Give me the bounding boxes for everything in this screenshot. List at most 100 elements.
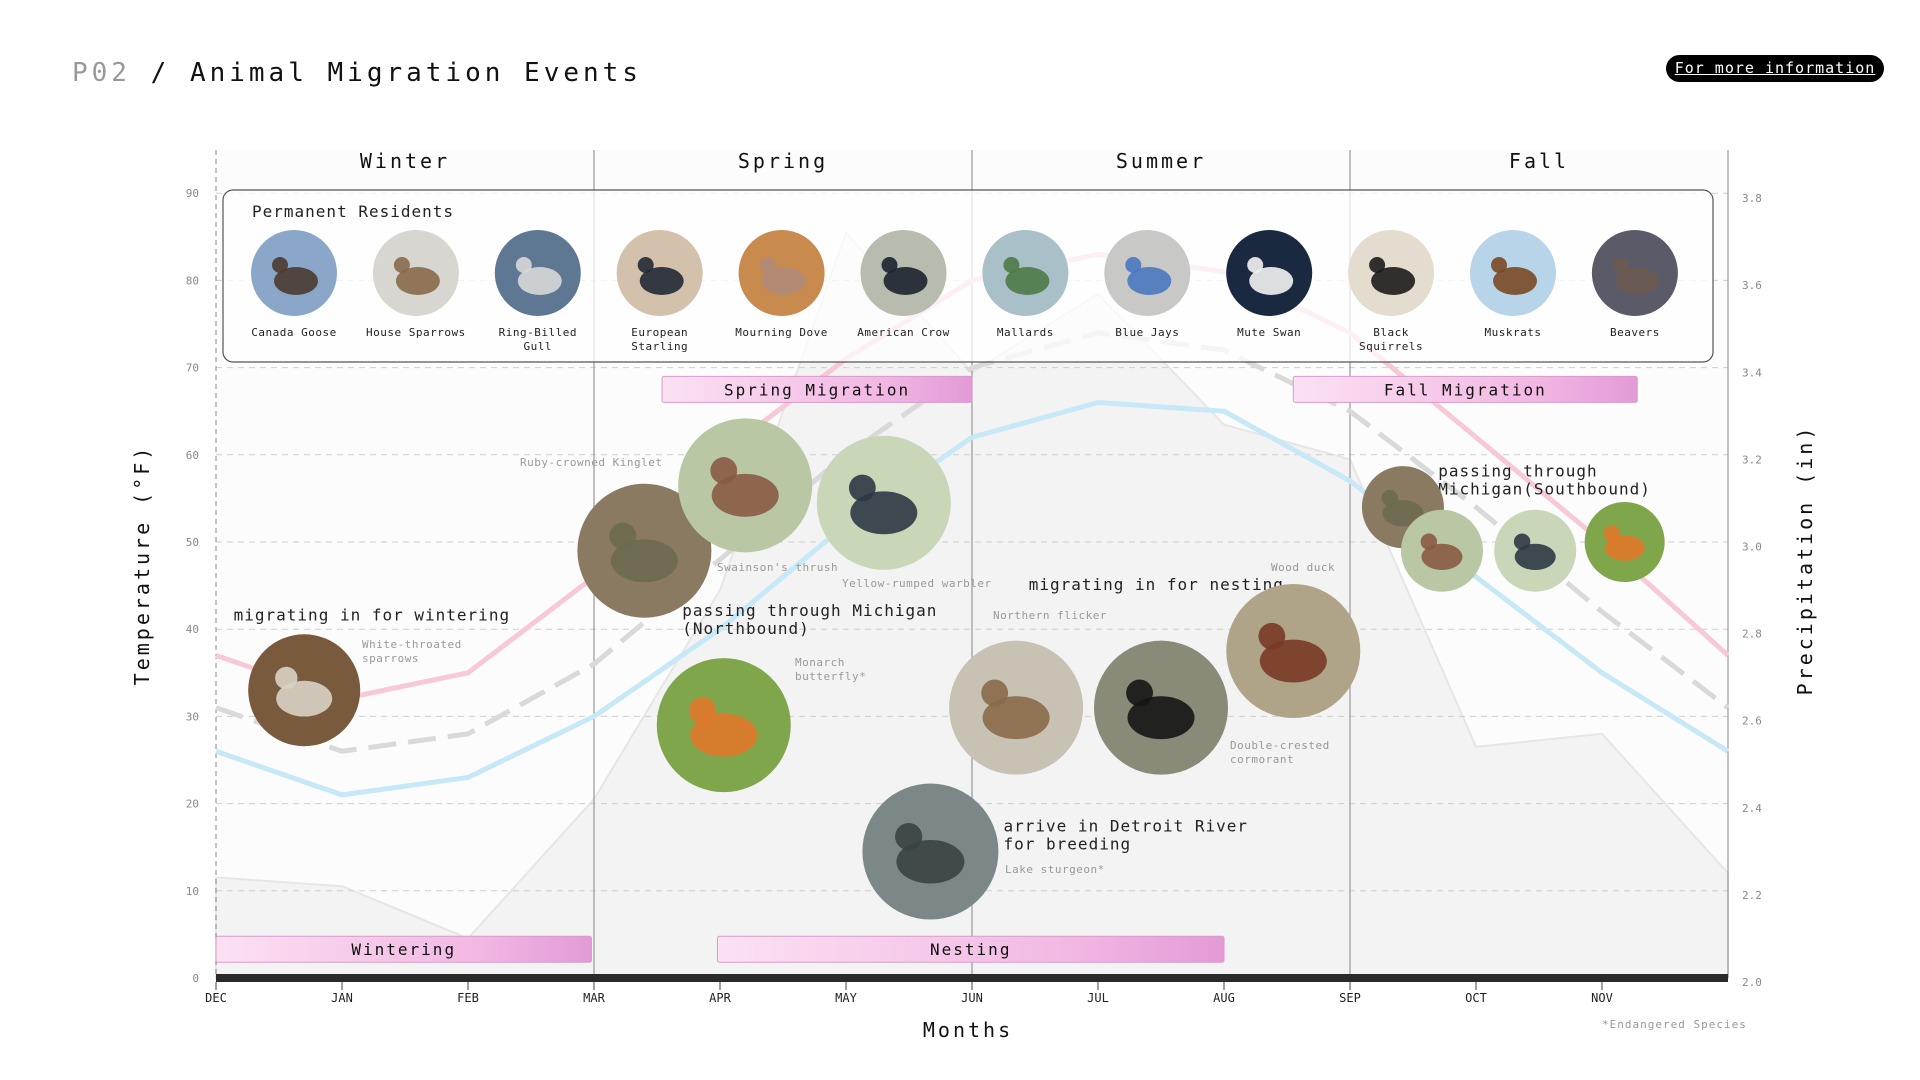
season-bar (215, 935, 592, 963)
x-tick-label: AUG (1213, 991, 1235, 1005)
endangered-footnote: *Endangered Species (1602, 1018, 1747, 1031)
species-photo-head (710, 457, 738, 484)
permanent-residents-label: Permanent Residents (252, 202, 454, 221)
y-tick-left: 30 (186, 710, 199, 723)
resident-photo-subject (517, 267, 562, 295)
caption-nesting: migrating in for nesting (1029, 575, 1284, 594)
x-tick-label: MAY (835, 991, 857, 1005)
resident-name: Black Squirrels (1359, 326, 1423, 353)
species-label: Double-crested cormorant (1230, 739, 1330, 766)
y-tick-right: 3.8 (1742, 192, 1762, 205)
species-photo-subject (982, 696, 1050, 740)
resident-photo-subject (1005, 267, 1050, 295)
species-photo-subject (1514, 543, 1556, 570)
y-tick-left: 80 (186, 274, 199, 287)
x-tick-label: SEP (1339, 991, 1361, 1005)
species-photo-head (275, 666, 298, 690)
resident-photo-subject (1493, 267, 1537, 295)
temperature-series-line (215, 399, 1730, 798)
x-tick-label: DEC (205, 991, 227, 1005)
y-tick-right: 3.6 (1742, 279, 1762, 292)
resident-photo-subject (761, 267, 806, 295)
species-label: Northern flicker (993, 609, 1107, 622)
species-photo-subject (1382, 500, 1424, 527)
x-tick-label: JUN (961, 991, 983, 1005)
resident-name: Muskrats (1485, 326, 1542, 339)
species-photo-subject (896, 840, 965, 884)
y-axis-title-right: Precipitation (in) (1793, 425, 1817, 696)
x-tick-label: FEB (457, 991, 479, 1005)
resident-photo-head (272, 257, 288, 273)
x-tick-label: OCT (1465, 991, 1487, 1005)
title-separator: / (130, 58, 190, 88)
species-photo-subject (850, 491, 918, 535)
resident-photo-head (881, 257, 898, 273)
species-photo-subject (711, 473, 779, 517)
resident-photo-subject (1127, 267, 1172, 295)
x-tick-label: MAR (583, 991, 605, 1005)
y-tick-left: 60 (186, 449, 199, 462)
species-photo-head (1603, 525, 1620, 542)
species-label: Swainson's thrush (717, 561, 838, 574)
species-photo-head (1258, 622, 1286, 650)
y-tick-left: 50 (186, 536, 199, 549)
caption-northbound: passing through Michigan (Northbound) (682, 601, 937, 638)
y-tick-left: 0 (192, 972, 199, 985)
resident-photo-subject (883, 267, 928, 295)
season-label: Summer (1116, 149, 1206, 173)
more-info-button[interactable]: For more information (1666, 55, 1884, 82)
x-tick-label: JAN (331, 991, 353, 1005)
y-tick-right: 2.6 (1742, 715, 1762, 728)
resident-photo-head (1369, 257, 1386, 273)
season-bar-label: Wintering (351, 940, 456, 959)
resident-name: House Sparrows (366, 326, 466, 339)
season-bar (661, 375, 973, 403)
resident-photo-subject (1371, 267, 1416, 295)
species-photo-head (688, 696, 716, 724)
page-title: P02 / Animal Migration Events (72, 58, 642, 88)
season-bar-label: Nesting (930, 940, 1011, 959)
species-photo-head (981, 679, 1009, 707)
resident-photo-head (1003, 257, 1020, 273)
species-photo-subject (1127, 696, 1195, 740)
season-bar-label: Fall Migration (1384, 380, 1547, 399)
species-photo-head (848, 474, 876, 502)
y-tick-right: 2.4 (1742, 802, 1762, 815)
species-photo-head (609, 522, 637, 550)
x-tick-label: APR (709, 991, 731, 1005)
title-text: Animal Migration Events (189, 58, 642, 88)
resident-photo-subject (639, 267, 684, 295)
species-label: Lake sturgeon* (1005, 863, 1105, 876)
permanent-residents-box (222, 189, 1714, 363)
species-label: White-throated sparrows (362, 638, 462, 665)
caption-breeding: arrive in Detroit River for breeding (1004, 817, 1249, 854)
species-label: Monarch butterfly* (795, 656, 866, 683)
resident-name: Ring-Billed Gull (499, 326, 577, 353)
resident-photo-subject (395, 267, 440, 295)
resident-name: Mute Swan (1237, 326, 1301, 339)
species-photo-head (1381, 489, 1399, 507)
resident-name: European Starling (631, 326, 688, 353)
page-code: P02 (72, 58, 131, 88)
y-tick-right: 2.2 (1742, 889, 1762, 902)
y-axis-title-left: Temperature (°F) (130, 445, 154, 686)
species-photo-subject (690, 713, 758, 757)
resident-name: Mallards (997, 326, 1054, 339)
y-tick-left: 70 (186, 362, 199, 375)
x-axis-bar (216, 974, 1728, 982)
species-photo-head (895, 823, 923, 851)
species-photo-head (1126, 679, 1153, 707)
species-photo-subject (1259, 639, 1327, 683)
season-bar (716, 935, 1225, 963)
resident-name: American Crow (857, 326, 950, 339)
season-label: Fall (1509, 149, 1569, 173)
resident-photo-subject (1614, 267, 1659, 295)
resident-name: Canada Goose (251, 326, 336, 339)
y-tick-right: 3.2 (1742, 453, 1762, 466)
season-label: Spring (738, 149, 828, 173)
species-label: Wood duck (1271, 561, 1335, 574)
resident-name: Beavers (1610, 326, 1660, 339)
resident-photo-head (1612, 257, 1629, 273)
y-tick-left: 90 (186, 187, 199, 200)
species-photo-subject (1604, 535, 1645, 561)
